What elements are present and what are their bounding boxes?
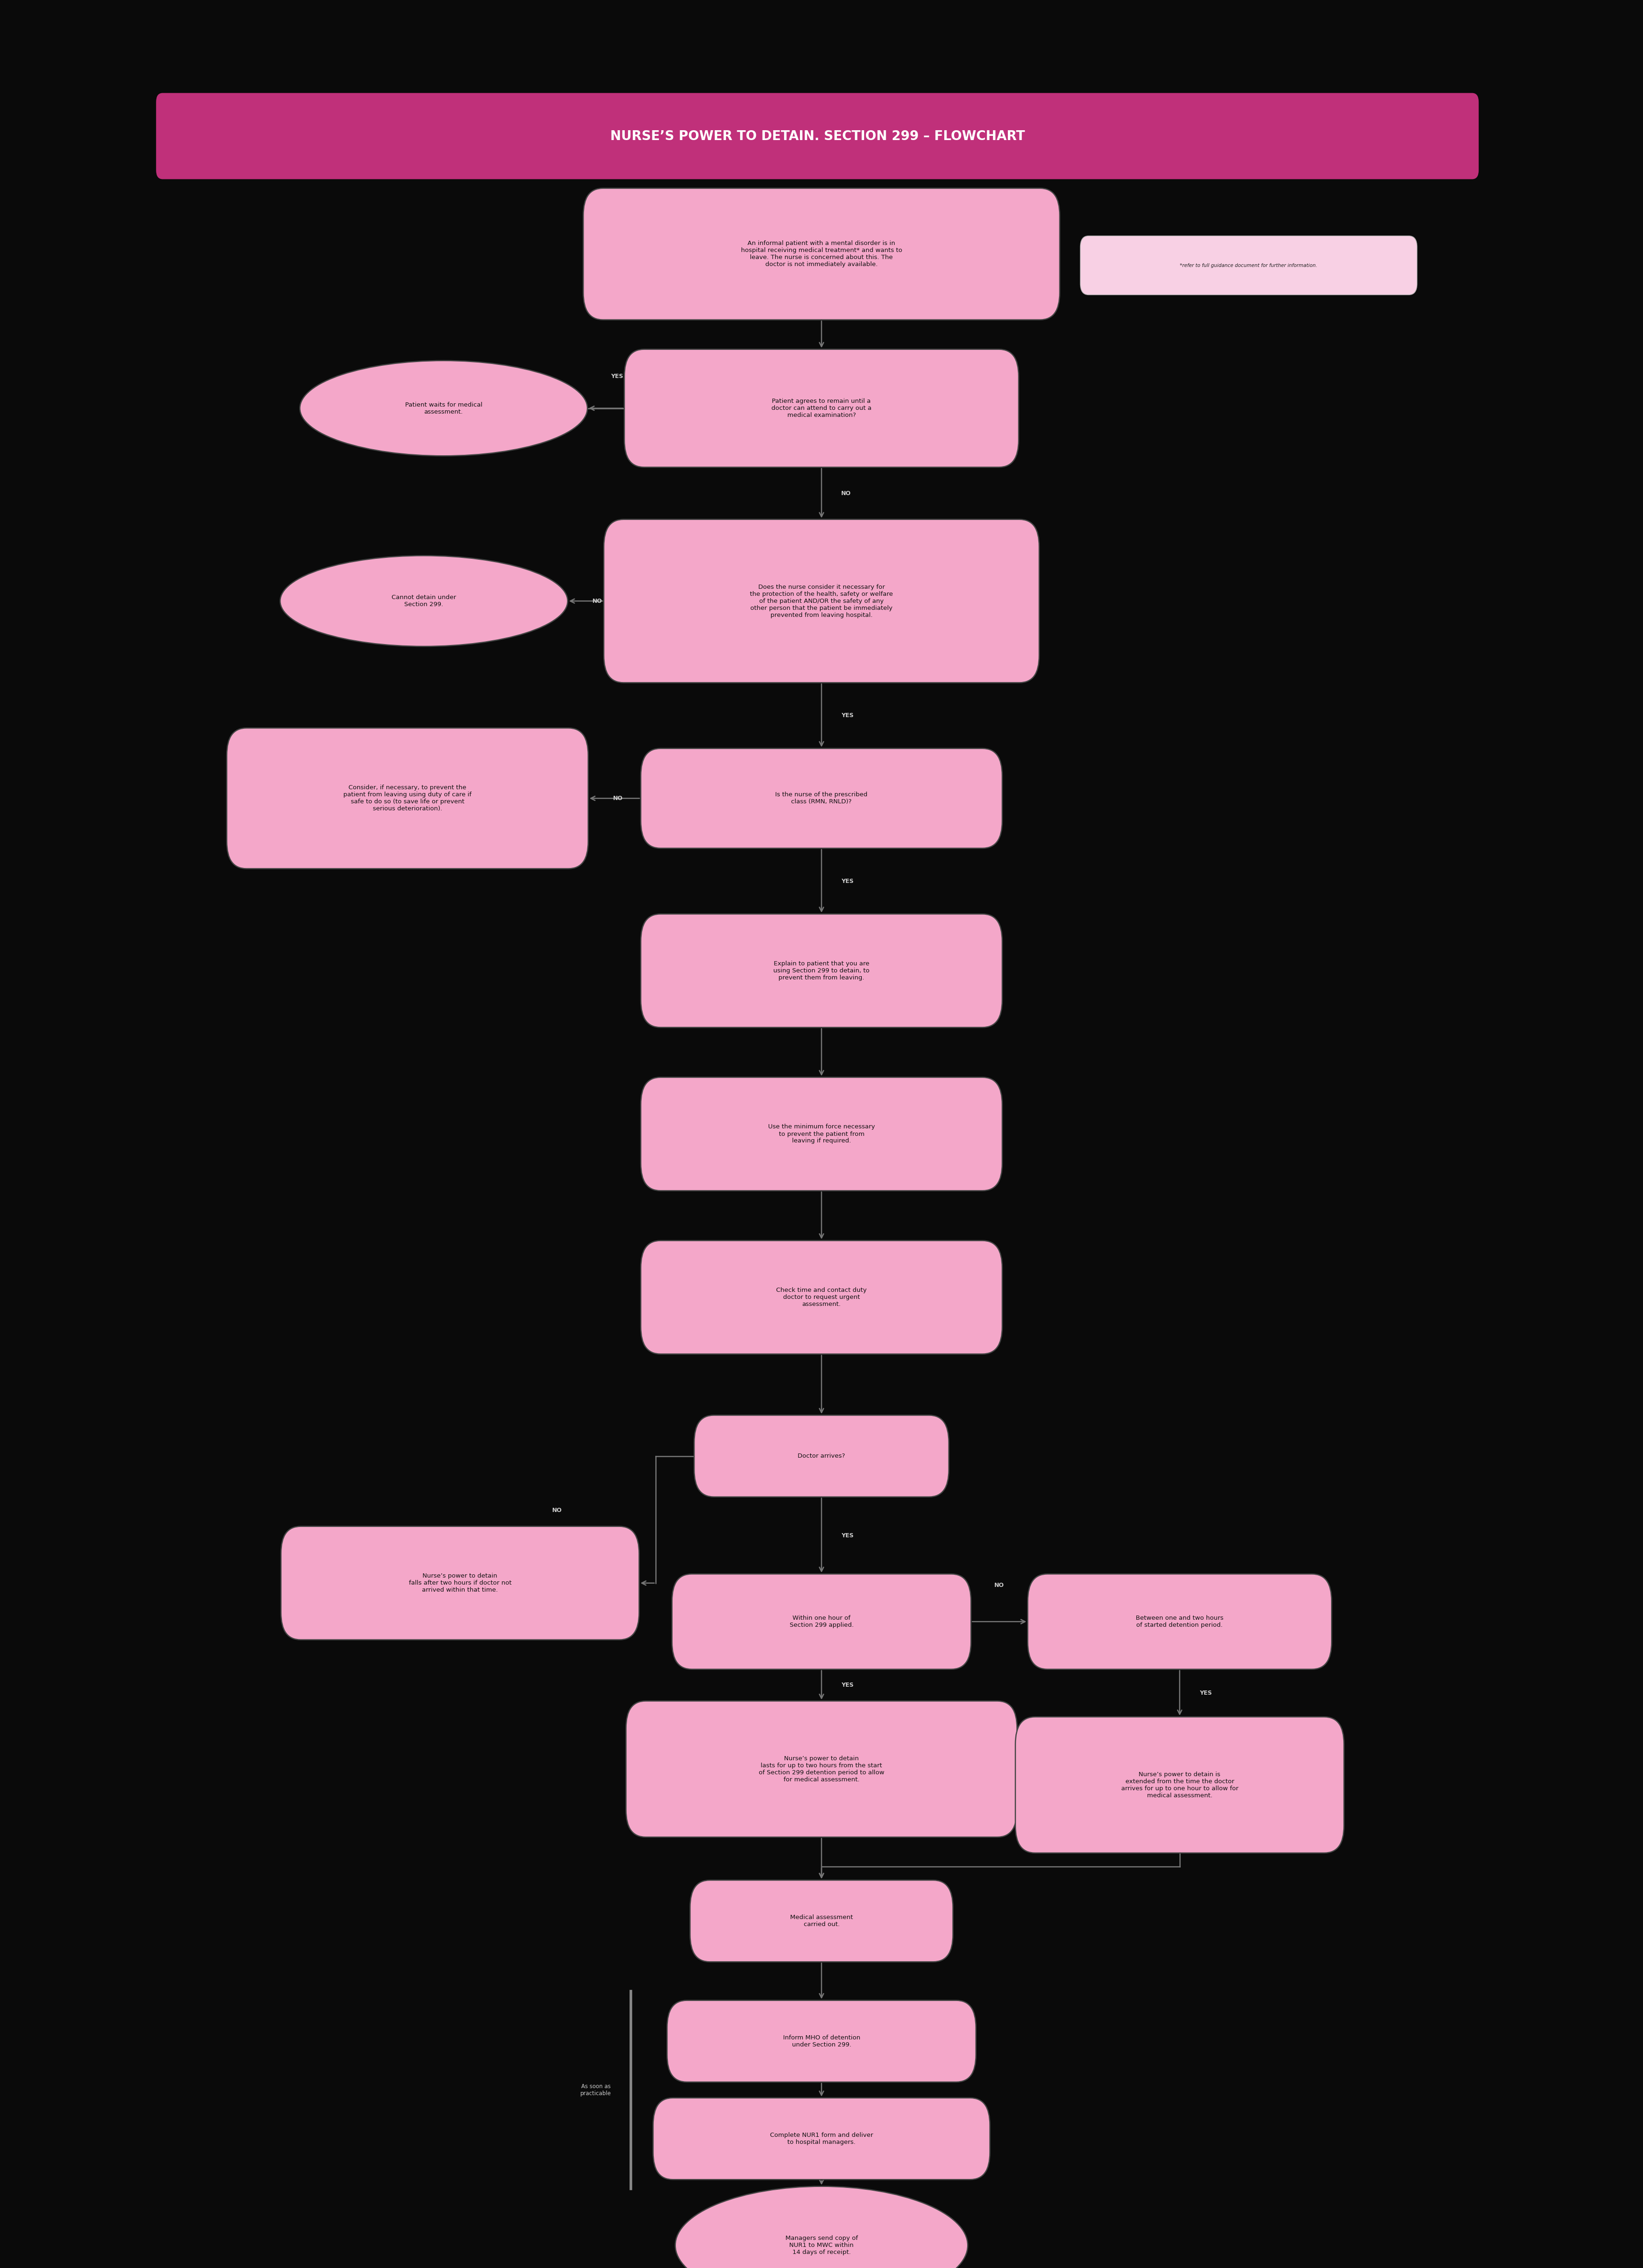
FancyBboxPatch shape (672, 1574, 971, 1669)
Text: Inform MHO of detention
under Section 299.: Inform MHO of detention under Section 29… (782, 2034, 861, 2048)
FancyBboxPatch shape (690, 1880, 953, 1962)
Text: YES: YES (841, 878, 854, 885)
Text: Within one hour of
Section 299 applied.: Within one hour of Section 299 applied. (789, 1615, 854, 1628)
FancyBboxPatch shape (641, 1077, 1002, 1191)
Text: Doctor arrives?: Doctor arrives? (798, 1454, 845, 1458)
Ellipse shape (301, 361, 588, 456)
Ellipse shape (675, 2186, 968, 2268)
Text: Complete NUR1 form and deliver
to hospital managers.: Complete NUR1 form and deliver to hospit… (771, 2132, 872, 2146)
Text: YES: YES (841, 712, 854, 719)
FancyBboxPatch shape (626, 1701, 1017, 1837)
Text: Is the nurse of the prescribed
class (RMN, RNLD)?: Is the nurse of the prescribed class (RM… (775, 792, 868, 805)
Text: NURSE’S POWER TO DETAIN. SECTION 299 – FLOWCHART: NURSE’S POWER TO DETAIN. SECTION 299 – F… (610, 129, 1025, 143)
FancyBboxPatch shape (227, 728, 588, 869)
Text: Cannot detain under
Section 299.: Cannot detain under Section 299. (391, 594, 457, 608)
Text: Nurse’s power to detain
lasts for up to two hours from the start
of Section 299 : Nurse’s power to detain lasts for up to … (759, 1755, 884, 1783)
Text: *refer to full guidance document for further information.: *refer to full guidance document for fur… (1180, 263, 1318, 268)
FancyBboxPatch shape (641, 914, 1002, 1027)
Text: YES: YES (611, 374, 623, 379)
Text: YES: YES (841, 1533, 854, 1538)
FancyBboxPatch shape (281, 1526, 639, 1640)
Text: Nurse’s power to detain
falls after two hours if doctor not
arrived within that : Nurse’s power to detain falls after two … (409, 1574, 511, 1592)
FancyBboxPatch shape (1015, 1717, 1344, 1853)
Text: Explain to patient that you are
using Section 299 to detain, to
prevent them fro: Explain to patient that you are using Se… (774, 962, 869, 980)
FancyBboxPatch shape (693, 1415, 950, 1497)
FancyBboxPatch shape (605, 519, 1040, 683)
Text: YES: YES (841, 1683, 854, 1687)
FancyBboxPatch shape (654, 2098, 989, 2180)
Ellipse shape (279, 556, 568, 646)
Text: Medical assessment
carried out.: Medical assessment carried out. (790, 1914, 853, 1928)
Text: NO: NO (994, 1583, 1004, 1588)
Text: Check time and contact duty
doctor to request urgent
assessment.: Check time and contact duty doctor to re… (775, 1288, 868, 1306)
FancyBboxPatch shape (1081, 236, 1416, 295)
FancyBboxPatch shape (641, 748, 1002, 848)
FancyBboxPatch shape (641, 1241, 1002, 1354)
Text: Nurse’s power to detain is
extended from the time the doctor
arrives for up to o: Nurse’s power to detain is extended from… (1121, 1771, 1239, 1799)
FancyBboxPatch shape (583, 188, 1060, 320)
FancyBboxPatch shape (624, 349, 1019, 467)
Text: YES: YES (1199, 1690, 1213, 1696)
Text: Consider, if necessary, to prevent the
patient from leaving using duty of care i: Consider, if necessary, to prevent the p… (343, 785, 472, 812)
Text: As soon as
practicable: As soon as practicable (580, 2084, 611, 2096)
Text: NO: NO (613, 796, 623, 801)
Text: Managers send copy of
NUR1 to MWC within
14 days of receipt.: Managers send copy of NUR1 to MWC within… (785, 2236, 858, 2254)
Text: NO: NO (841, 490, 851, 497)
Text: An informal patient with a mental disorder is in
hospital receiving medical trea: An informal patient with a mental disord… (741, 240, 902, 268)
Text: NO: NO (552, 1508, 562, 1513)
FancyBboxPatch shape (1029, 1574, 1331, 1669)
Text: Does the nurse consider it necessary for
the protection of the health, safety or: Does the nurse consider it necessary for… (749, 583, 894, 619)
FancyBboxPatch shape (156, 93, 1479, 179)
Text: Patient agrees to remain until a
doctor can attend to carry out a
medical examin: Patient agrees to remain until a doctor … (772, 399, 871, 417)
Text: Patient waits for medical
assessment.: Patient waits for medical assessment. (404, 401, 483, 415)
Text: Between one and two hours
of started detention period.: Between one and two hours of started det… (1135, 1615, 1224, 1628)
FancyBboxPatch shape (667, 2000, 976, 2082)
Text: Use the minimum force necessary
to prevent the patient from
leaving if required.: Use the minimum force necessary to preve… (767, 1125, 876, 1143)
Text: NO: NO (593, 599, 601, 603)
